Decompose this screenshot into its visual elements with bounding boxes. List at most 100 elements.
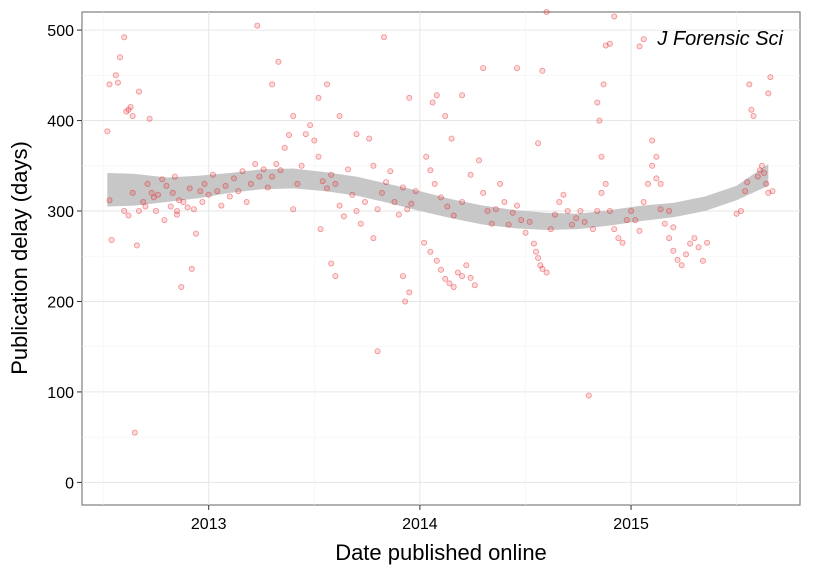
journal-label: J Forensic Sci xyxy=(656,28,783,50)
data-point xyxy=(387,168,394,175)
data-point xyxy=(117,54,124,61)
data-point xyxy=(737,207,744,214)
data-point xyxy=(106,197,113,204)
data-point xyxy=(746,81,753,88)
data-point xyxy=(518,217,525,224)
data-point xyxy=(666,207,673,214)
data-point xyxy=(615,235,622,242)
data-point xyxy=(492,206,499,213)
data-point xyxy=(427,167,434,174)
data-point xyxy=(480,65,487,72)
data-point xyxy=(127,104,134,111)
data-point xyxy=(176,197,183,204)
y-tick-label: 100 xyxy=(47,385,74,402)
data-point xyxy=(114,79,121,86)
data-point xyxy=(328,260,335,267)
data-point xyxy=(602,42,609,49)
data-point xyxy=(598,153,605,160)
data-point xyxy=(349,191,356,198)
y-tick-label: 500 xyxy=(47,23,74,40)
data-point xyxy=(192,230,199,237)
data-point xyxy=(442,113,449,120)
data-point xyxy=(427,248,434,255)
data-point xyxy=(423,153,430,160)
data-point xyxy=(437,266,444,273)
data-point xyxy=(640,198,647,205)
data-point xyxy=(497,180,504,187)
data-point xyxy=(290,113,297,120)
data-point xyxy=(450,283,457,290)
data-point xyxy=(131,429,138,436)
data-point xyxy=(666,235,673,242)
x-tick-label: 2013 xyxy=(191,516,227,533)
data-point xyxy=(395,211,402,218)
data-point xyxy=(636,43,643,50)
data-point xyxy=(695,244,702,251)
data-point xyxy=(256,173,263,180)
data-point xyxy=(159,176,166,183)
data-point xyxy=(361,198,368,205)
data-point xyxy=(370,235,377,242)
data-point xyxy=(594,99,601,106)
data-point xyxy=(323,185,330,192)
data-point xyxy=(273,160,280,167)
data-point xyxy=(691,235,698,242)
data-point xyxy=(670,247,677,254)
data-point xyxy=(598,189,605,196)
x-axis-title: Date published online xyxy=(335,540,547,565)
data-point xyxy=(759,162,766,169)
data-point xyxy=(226,193,233,200)
y-tick-label: 200 xyxy=(47,294,74,311)
data-point xyxy=(399,273,406,280)
data-point xyxy=(254,22,261,29)
x-tick-label: 2015 xyxy=(613,516,649,533)
data-point xyxy=(568,221,575,228)
data-point xyxy=(353,207,360,214)
data-point xyxy=(402,298,409,305)
data-point xyxy=(285,131,292,138)
data-point xyxy=(146,115,153,122)
data-point xyxy=(152,207,159,214)
data-point xyxy=(514,65,521,72)
data-point xyxy=(467,171,474,178)
data-point xyxy=(135,88,142,95)
y-tick-label: 0 xyxy=(65,475,74,492)
data-point xyxy=(406,94,413,101)
data-point xyxy=(539,265,546,272)
data-point xyxy=(459,198,466,205)
data-point xyxy=(537,262,544,269)
data-point xyxy=(459,92,466,99)
data-point xyxy=(514,202,521,209)
y-tick-label: 400 xyxy=(47,114,74,131)
data-point xyxy=(448,135,455,142)
data-point xyxy=(535,140,542,147)
data-point xyxy=(370,162,377,169)
data-point xyxy=(154,191,161,198)
data-point xyxy=(585,392,592,399)
data-point xyxy=(505,221,512,228)
data-point xyxy=(222,182,229,189)
data-point xyxy=(133,242,140,249)
data-point xyxy=(125,106,132,113)
data-point xyxy=(163,182,170,189)
data-point xyxy=(756,167,763,174)
data-point xyxy=(564,207,571,214)
data-point xyxy=(733,210,740,217)
data-point xyxy=(526,218,533,225)
data-point xyxy=(353,131,360,138)
confidence-band xyxy=(107,164,769,230)
data-point xyxy=(121,207,128,214)
axes: 0 100 200 300 400 500 2013 2014 2015 xyxy=(47,23,649,533)
data-point xyxy=(173,211,180,218)
data-point xyxy=(323,81,330,88)
data-point xyxy=(433,257,440,264)
data-point xyxy=(463,262,470,269)
data-point xyxy=(178,283,185,290)
data-point xyxy=(317,226,324,233)
data-point xyxy=(235,188,242,195)
data-point xyxy=(480,189,487,196)
data-point xyxy=(467,274,474,281)
data-point xyxy=(471,282,478,289)
data-point xyxy=(657,180,664,187)
data-point xyxy=(437,194,444,201)
